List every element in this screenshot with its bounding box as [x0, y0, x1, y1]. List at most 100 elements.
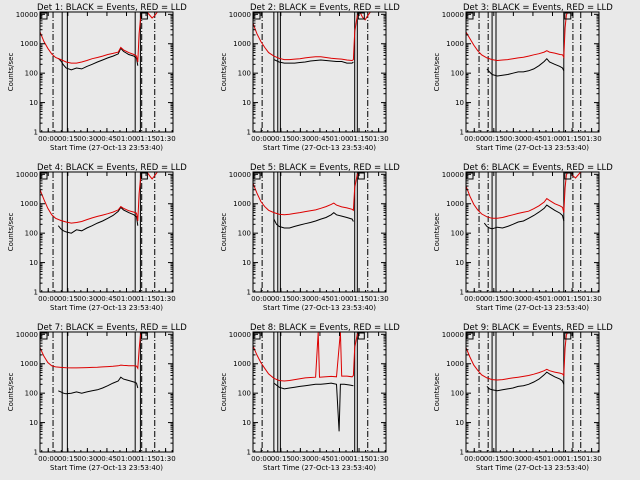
- plot-frame: [465, 331, 600, 453]
- x-tick-label: 01:00: [329, 295, 349, 303]
- x-tick-label: 00:45: [97, 135, 117, 143]
- plot-area: [466, 332, 582, 452]
- y-tick-label: 10000: [442, 11, 464, 19]
- y-tick-label: 1000: [233, 40, 251, 48]
- events-series-line: [57, 206, 139, 234]
- y-tick-label: 100: [25, 390, 38, 398]
- x-tick-label: 01:00: [329, 135, 349, 143]
- lld-series-line: [253, 172, 363, 216]
- plot-area: [40, 12, 158, 132]
- x-tick-label: 00:45: [310, 295, 330, 303]
- y-tick-label: 100: [25, 230, 38, 238]
- x-axis-label: Start Time (27-Oct-13 23:53:40): [50, 304, 163, 312]
- x-tick-label: 00:30: [77, 135, 97, 143]
- panel-det-6: Det 6: BLACK = Events, RED = LLD 00:00 00:…: [433, 163, 613, 312]
- x-tick-label: 00:15: [484, 295, 504, 303]
- x-tick-label: 00:00: [38, 135, 58, 143]
- x-tick-label: 01:15: [349, 135, 369, 143]
- y-tick-label: 1: [34, 289, 38, 297]
- x-tick-label: 01:00: [116, 295, 136, 303]
- x-tick-label: 00:45: [523, 455, 543, 463]
- x-tick-label: 01:30: [156, 295, 176, 303]
- x-tick-label: 00:15: [58, 455, 78, 463]
- y-tick-label: 10000: [442, 331, 464, 339]
- x-tick-label: 01:00: [116, 135, 136, 143]
- y-axis-label: Counts/sec: [433, 373, 441, 412]
- y-tick-label: 100: [238, 230, 251, 238]
- y-tick-label: 10: [242, 419, 251, 427]
- y-tick-label: 1: [247, 129, 251, 137]
- y-tick-label: 1000: [233, 200, 251, 208]
- y-tick-label: 100: [451, 390, 464, 398]
- panel-title: Det 1: BLACK = Events, RED = LLD: [37, 3, 187, 13]
- x-tick-label: 00:45: [97, 455, 117, 463]
- y-tick-label: 1000: [446, 360, 464, 368]
- y-axis-label: Counts/sec: [433, 213, 441, 252]
- y-axis-label: Counts/sec: [7, 373, 15, 412]
- x-tick-label: 00:15: [271, 455, 291, 463]
- y-axis-label: Counts/sec: [7, 53, 15, 92]
- x-tick-label: 01:15: [562, 295, 582, 303]
- plot-area: [466, 172, 582, 292]
- panel-title: Det 4: BLACK = Events, RED = LLD: [37, 163, 187, 173]
- events-series-line: [273, 59, 354, 64]
- y-axis-label: Counts/sec: [220, 213, 228, 252]
- y-tick-label: 10000: [229, 11, 251, 19]
- plot-frame: [39, 11, 174, 133]
- x-tick-label: 01:30: [582, 295, 602, 303]
- x-tick-label: 00:30: [77, 295, 97, 303]
- y-tick-label: 10: [29, 419, 38, 427]
- corner-marker-box: [564, 332, 572, 340]
- x-tick-label: 01:30: [582, 455, 602, 463]
- panel-title: Det 6: BLACK = Events, RED = LLD: [463, 163, 613, 173]
- x-tick-label: 00:45: [523, 135, 543, 143]
- x-tick-label: 01:15: [136, 455, 156, 463]
- y-tick-label: 10: [29, 99, 38, 107]
- plot-frame: [252, 171, 387, 293]
- y-tick-label: 10000: [442, 171, 464, 179]
- plot-area: [253, 332, 369, 452]
- x-axis-label: Start Time (27-Oct-13 23:53:40): [476, 144, 589, 152]
- events-series-line: [273, 382, 354, 432]
- x-tick-label: 00:00: [251, 295, 271, 303]
- x-tick-label: 00:15: [58, 135, 78, 143]
- x-tick-label: 00:00: [38, 455, 58, 463]
- y-tick-label: 10000: [16, 11, 38, 19]
- x-tick-label: 00:30: [290, 455, 310, 463]
- x-tick-label: 00:00: [464, 295, 484, 303]
- y-tick-label: 1000: [446, 200, 464, 208]
- y-tick-label: 10000: [16, 171, 38, 179]
- y-tick-label: 1: [460, 449, 464, 457]
- x-tick-label: 00:15: [271, 135, 291, 143]
- panel-title: Det 5: BLACK = Events, RED = LLD: [250, 163, 400, 173]
- y-tick-label: 1: [247, 289, 251, 297]
- corner-marker-box: [140, 172, 148, 180]
- x-tick-label: 01:30: [156, 135, 176, 143]
- x-tick-label: 01:15: [349, 455, 369, 463]
- x-tick-label: 00:30: [290, 135, 310, 143]
- events-series-line: [58, 376, 139, 395]
- events-series-line: [57, 47, 139, 71]
- x-tick-label: 00:30: [290, 295, 310, 303]
- x-tick-label: 01:15: [136, 295, 156, 303]
- y-tick-label: 1000: [233, 360, 251, 368]
- x-tick-label: 01:30: [369, 135, 389, 143]
- plot-area: [40, 332, 156, 452]
- corner-marker-box: [564, 12, 572, 20]
- x-tick-label: 00:15: [271, 295, 291, 303]
- x-axis-label: Start Time (27-Oct-13 23:53:40): [263, 144, 376, 152]
- x-tick-label: 00:00: [251, 135, 271, 143]
- y-tick-label: 1000: [20, 200, 38, 208]
- events-series-line: [486, 371, 565, 392]
- panel-title: Det 9: BLACK = Events, RED = LLD: [463, 323, 613, 333]
- x-tick-label: 00:00: [464, 135, 484, 143]
- plot-area: [466, 12, 582, 132]
- x-axis-label: Start Time (27-Oct-13 23:53:40): [50, 144, 163, 152]
- x-tick-label: 01:30: [582, 135, 602, 143]
- corner-marker-box: [564, 172, 572, 180]
